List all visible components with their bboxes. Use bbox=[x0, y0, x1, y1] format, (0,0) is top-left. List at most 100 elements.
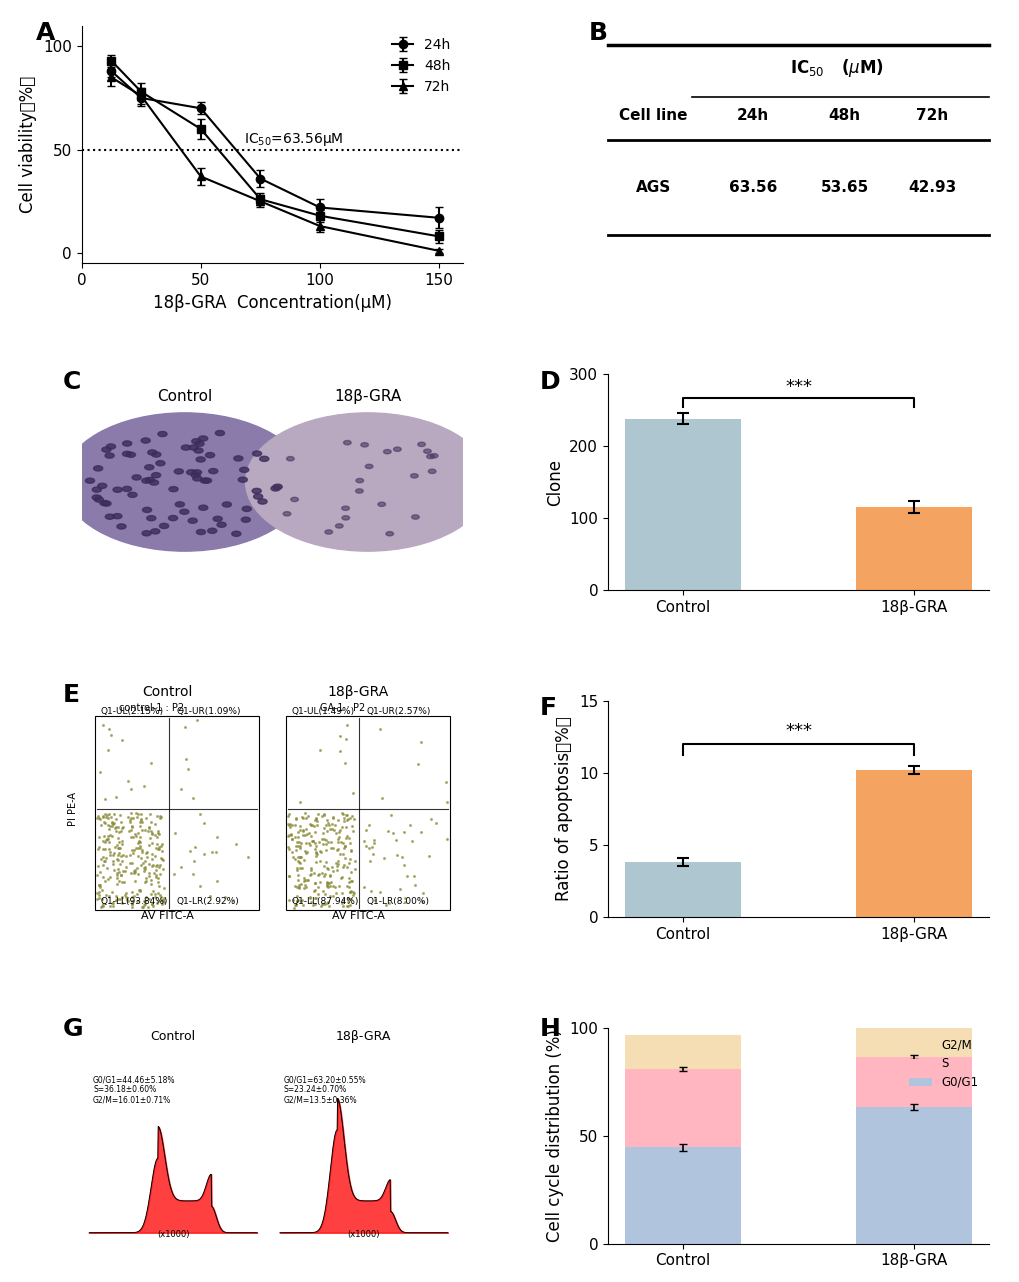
Point bbox=[280, 824, 297, 845]
Point bbox=[143, 873, 159, 894]
Point bbox=[294, 819, 311, 840]
Point bbox=[303, 815, 319, 836]
Point bbox=[280, 813, 297, 833]
Point bbox=[129, 837, 146, 858]
Point bbox=[133, 840, 150, 860]
Point bbox=[338, 858, 355, 878]
Point bbox=[155, 890, 171, 910]
Point bbox=[294, 820, 311, 841]
Point bbox=[152, 885, 168, 905]
Point bbox=[289, 846, 306, 867]
Point bbox=[149, 827, 165, 847]
Point bbox=[150, 891, 166, 912]
Point bbox=[305, 895, 321, 915]
Point bbox=[288, 891, 305, 912]
Point bbox=[110, 890, 126, 910]
Point bbox=[398, 865, 415, 886]
Point bbox=[340, 853, 357, 873]
Circle shape bbox=[258, 499, 267, 504]
Point bbox=[324, 814, 340, 835]
Point bbox=[320, 814, 336, 835]
Point bbox=[309, 844, 325, 864]
Point bbox=[145, 881, 161, 901]
Point bbox=[301, 832, 317, 853]
Point bbox=[438, 828, 454, 849]
Point bbox=[319, 877, 335, 897]
Point bbox=[113, 818, 129, 838]
Point bbox=[311, 832, 327, 853]
Point bbox=[152, 864, 168, 885]
Bar bbox=[625, 1069, 740, 1147]
Point bbox=[97, 788, 113, 809]
Point bbox=[338, 804, 355, 824]
Point bbox=[342, 862, 359, 882]
Point bbox=[358, 836, 374, 856]
Point bbox=[330, 851, 346, 872]
Point bbox=[107, 818, 123, 838]
Point bbox=[414, 890, 430, 910]
Point bbox=[361, 850, 377, 870]
Point bbox=[98, 885, 114, 905]
Text: control-1 : P2: control-1 : P2 bbox=[119, 703, 184, 713]
Point bbox=[281, 817, 298, 837]
Point bbox=[311, 851, 327, 872]
Bar bbox=[625, 419, 740, 590]
Circle shape bbox=[152, 473, 161, 478]
Circle shape bbox=[181, 445, 191, 450]
Point bbox=[291, 815, 308, 836]
Point bbox=[343, 870, 360, 891]
Point bbox=[123, 815, 140, 836]
Point bbox=[103, 806, 119, 827]
Point bbox=[342, 870, 359, 891]
Point bbox=[316, 818, 332, 838]
Point bbox=[132, 832, 149, 853]
Bar bbox=[625, 1147, 740, 1244]
Circle shape bbox=[385, 532, 393, 536]
Point bbox=[286, 815, 303, 836]
Text: Q1-UR(2.57%): Q1-UR(2.57%) bbox=[367, 706, 431, 715]
Point bbox=[122, 803, 139, 823]
Point bbox=[96, 826, 112, 846]
Circle shape bbox=[142, 531, 151, 536]
Point bbox=[97, 851, 113, 872]
Point bbox=[94, 896, 110, 917]
Point bbox=[338, 828, 355, 849]
Circle shape bbox=[100, 500, 109, 505]
Circle shape bbox=[361, 442, 368, 447]
Circle shape bbox=[242, 517, 250, 522]
Point bbox=[393, 846, 410, 867]
Point bbox=[306, 822, 322, 842]
Text: H: H bbox=[539, 1017, 559, 1041]
Point bbox=[360, 837, 376, 858]
Point bbox=[279, 806, 296, 827]
Point bbox=[137, 856, 153, 877]
Point bbox=[99, 805, 115, 826]
Circle shape bbox=[159, 523, 168, 528]
Point bbox=[110, 831, 126, 851]
Point bbox=[341, 833, 358, 854]
Point bbox=[118, 888, 135, 909]
Circle shape bbox=[411, 473, 418, 478]
Point bbox=[340, 868, 357, 888]
Point bbox=[290, 874, 307, 895]
Point bbox=[300, 869, 316, 890]
Point bbox=[396, 888, 413, 909]
Point bbox=[372, 719, 388, 740]
Point bbox=[138, 842, 154, 863]
Point bbox=[286, 827, 303, 847]
Point bbox=[318, 853, 334, 873]
Point bbox=[192, 804, 208, 824]
Point bbox=[144, 823, 160, 844]
Point bbox=[305, 831, 321, 851]
Point bbox=[97, 832, 113, 853]
Point bbox=[184, 863, 201, 883]
Point bbox=[142, 828, 158, 849]
Point bbox=[95, 838, 111, 859]
Point bbox=[305, 863, 321, 883]
Point bbox=[345, 808, 362, 828]
Circle shape bbox=[193, 469, 202, 474]
Point bbox=[439, 791, 455, 812]
Point bbox=[116, 862, 132, 882]
Point bbox=[152, 855, 168, 876]
Point bbox=[283, 828, 300, 849]
